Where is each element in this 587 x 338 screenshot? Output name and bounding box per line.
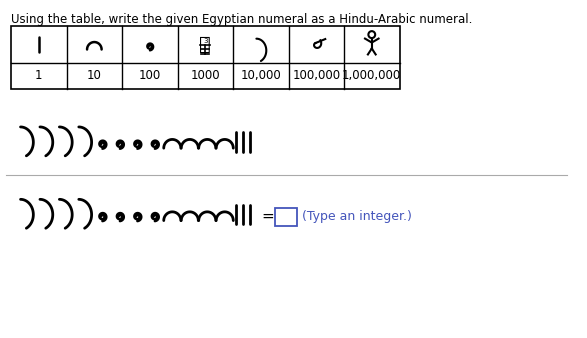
Text: 3: 3 [203,38,208,44]
Bar [275,208,296,225]
Text: (Type an integer.): (Type an integer.) [302,210,412,223]
Text: 10,000: 10,000 [241,69,281,82]
Text: Using the table, write the given Egyptian numeral as a Hindu-Arabic numeral.: Using the table, write the given Egyptia… [11,13,473,26]
Text: 𓇿: 𓇿 [200,35,211,54]
Text: 100: 100 [139,69,161,82]
Text: 1: 1 [35,69,43,82]
Text: 1,000,000: 1,000,000 [342,69,402,82]
Text: 100,000: 100,000 [292,69,340,82]
Text: 1000: 1000 [191,69,220,82]
Bar [11,26,400,89]
Text: 10: 10 [87,69,102,82]
Text: =: = [262,209,274,224]
